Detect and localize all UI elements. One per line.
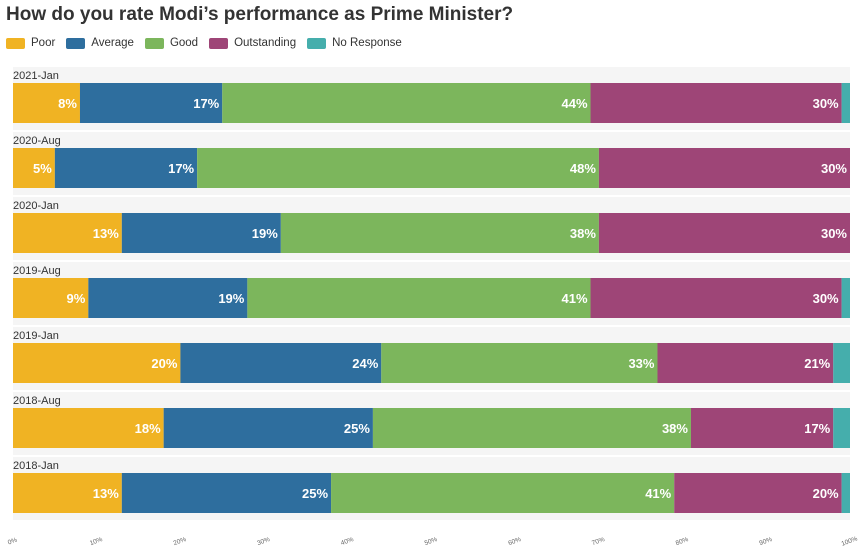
legend-label: Poor [31,37,56,49]
x-tick-label: 100% [840,535,858,547]
data-label: 19% [252,226,278,241]
legend-label: Average [91,37,134,49]
data-label: 33% [628,356,654,371]
bar-segment-average[interactable] [79,83,223,123]
data-label: 13% [93,486,119,501]
bar-segment-average[interactable] [121,473,332,513]
bar-segment-good[interactable] [222,83,591,123]
x-tick-label: 70% [591,536,606,547]
bar-segment-good[interactable] [247,278,591,318]
data-label: 19% [218,291,244,306]
bar-segment-no-response[interactable] [841,83,850,123]
x-tick-label: 20% [173,536,188,547]
category-label: 2018-Jan [13,460,59,472]
bar-segment-poor[interactable] [13,148,55,188]
bar-segment-good[interactable] [197,148,599,188]
bar-segment-outstanding[interactable] [657,343,834,383]
legend-label: No Response [332,37,402,49]
data-label: 30% [821,226,847,241]
data-label: 17% [193,96,219,111]
chart-title: How do you rate Modi’s performance as Pr… [6,4,514,25]
bar-segment-no-response[interactable] [833,343,850,383]
legend-label: Outstanding [234,37,297,49]
category-label: 2021-Jan [13,70,59,82]
x-tick-label: 60% [507,536,522,547]
bar-segment-average[interactable] [180,343,382,383]
data-label: 44% [561,96,587,111]
data-label: 17% [168,161,194,176]
bar-segment-poor[interactable] [13,213,122,253]
bar-segment-outstanding[interactable] [590,83,842,123]
bar-segment-no-response[interactable] [833,408,850,448]
data-label: 13% [93,226,119,241]
bar-segment-good[interactable] [331,473,675,513]
data-label: 20% [813,486,839,501]
x-tick-label: 40% [340,536,355,547]
data-label: 25% [302,486,328,501]
data-label: 48% [570,161,596,176]
bar-segment-no-response[interactable] [841,278,850,318]
category-label: 2018-Aug [13,395,61,407]
legend-swatch [66,37,86,49]
legend-item-no-response[interactable]: No Response [307,37,402,49]
bar-segment-average[interactable] [88,278,248,318]
bar-segment-good[interactable] [280,213,599,253]
legend-label: Good [169,37,199,49]
bar-segment-outstanding[interactable] [674,473,842,513]
bar-segment-good[interactable] [372,408,691,448]
data-label: 30% [813,96,839,111]
data-label: 41% [645,486,671,501]
data-label: 24% [352,356,378,371]
legend-swatch [307,37,327,49]
legend-swatch [144,37,164,49]
bar-segment-outstanding[interactable] [590,278,842,318]
x-tick-label: 80% [675,536,690,547]
category-label: 2019-Jan [13,330,59,342]
category-label: 2019-Aug [13,265,61,277]
x-tick-label: 0% [7,537,18,547]
bar-segment-poor[interactable] [13,473,122,513]
data-label: 17% [804,421,830,436]
legend-item-poor[interactable]: Poor [6,37,55,49]
data-label: 9% [67,291,86,306]
bar-segment-average[interactable] [163,408,373,448]
category-label: 2020-Aug [13,135,61,147]
bar-segment-poor[interactable] [13,408,164,448]
bar-segment-average[interactable] [121,213,281,253]
x-tick-label: 30% [256,536,271,547]
bar-segment-outstanding[interactable] [598,213,850,253]
data-label: 25% [344,421,370,436]
x-tick-label: 10% [89,536,104,547]
bar-segment-outstanding[interactable] [690,408,834,448]
x-tick-label: 50% [424,536,439,547]
data-label: 38% [662,421,688,436]
bar-segment-outstanding[interactable] [598,148,850,188]
data-label: 18% [135,421,161,436]
bar-segment-no-response[interactable] [841,473,850,513]
bar-segment-poor[interactable] [13,343,181,383]
bar-segment-poor[interactable] [13,278,89,318]
legend-swatch [209,37,229,49]
data-label: 30% [813,291,839,306]
category-label: 2020-Jan [13,200,59,212]
legend-item-outstanding[interactable]: Outstanding [209,37,296,49]
legend-item-average[interactable]: Average [66,37,134,49]
bar-segment-poor[interactable] [13,83,80,123]
bar-segment-good[interactable] [381,343,658,383]
data-label: 5% [33,161,52,176]
data-label: 8% [58,96,77,111]
bar-segment-average[interactable] [54,148,198,188]
x-tick-label: 90% [758,536,773,547]
data-label: 30% [821,161,847,176]
legend-item-good[interactable]: Good [144,37,199,49]
data-label: 41% [561,291,587,306]
data-label: 21% [804,356,830,371]
data-label: 20% [151,356,177,371]
data-label: 38% [570,226,596,241]
chart-legend: Poor Average Good Outstanding No Response [6,37,413,49]
legend-swatch [6,37,25,49]
